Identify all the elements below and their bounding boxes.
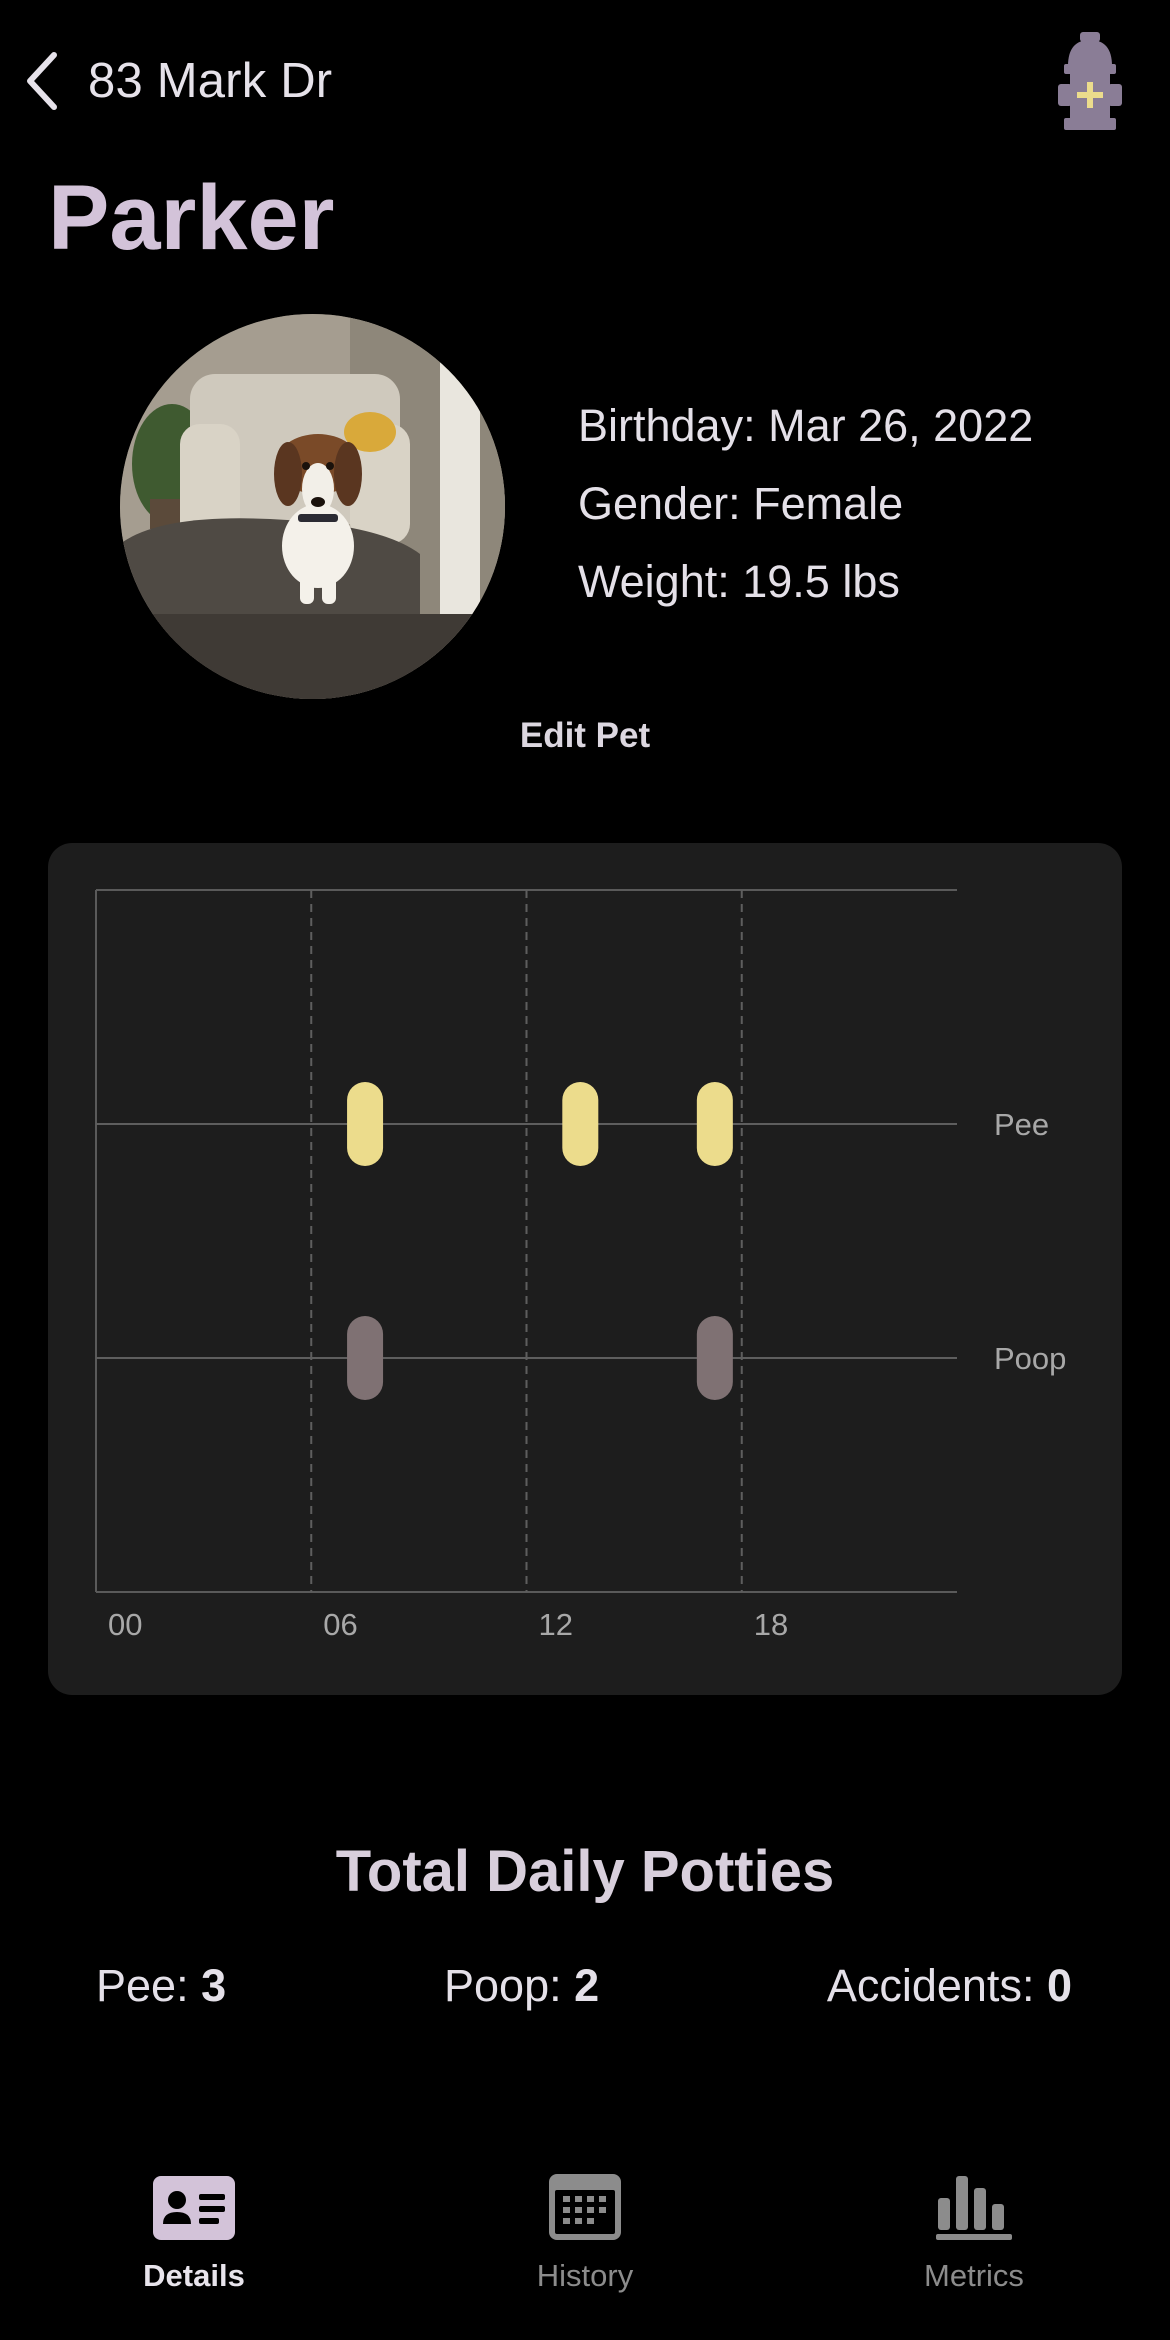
pet-name: Parker <box>48 167 335 269</box>
poop-count-value: 2 <box>574 1960 600 2011</box>
accidents-count-label: Accidents: <box>826 1960 1035 2011</box>
chart-x-tick-label: 18 <box>754 1607 788 1642</box>
back-button[interactable]: 83 Mark Dr <box>22 48 332 114</box>
accidents-count-value: 0 <box>1046 1960 1072 2011</box>
tab-metrics-label: Metrics <box>924 2258 1024 2293</box>
pet-photo <box>120 314 505 699</box>
poop-count: Poop: 2 <box>444 1960 599 2012</box>
id-card-icon <box>153 2176 235 2240</box>
tab-metrics[interactable]: Metrics <box>844 2150 1104 2294</box>
pee-count: Pee: 3 <box>96 1960 226 2012</box>
chart-point-poop <box>347 1316 384 1400</box>
chart-point-pee <box>562 1082 599 1166</box>
edit-pet-button[interactable]: Edit Pet <box>519 716 651 755</box>
back-label: 83 Mark Dr <box>88 54 333 108</box>
chart-category-label: Poop <box>994 1341 1066 1376</box>
pet-weight: Weight: 19.5 lbs <box>578 556 900 607</box>
chart-x-tick-label: 06 <box>323 1607 357 1642</box>
potty-timeline-chart: 00 06 12 18 Pee Poop <box>95 889 1066 1642</box>
bar-chart-icon <box>936 2176 1012 2240</box>
chart-x-tick-label: 12 <box>539 1607 573 1642</box>
chart-point-poop <box>696 1316 733 1400</box>
potty-chart-card: 00 06 12 18 Pee Poop <box>48 843 1122 1695</box>
chart-point-pee <box>347 1082 384 1166</box>
tab-details[interactable]: Details <box>64 2150 324 2294</box>
pee-count-value: 3 <box>201 1960 227 2011</box>
chart-category-label: Pee <box>994 1107 1049 1142</box>
tab-history-label: History <box>536 2258 634 2293</box>
hydrant-add-icon[interactable] <box>1058 32 1122 132</box>
tab-bar: Details History <box>0 2150 1170 2340</box>
tab-history[interactable]: History <box>455 2150 715 2294</box>
totals-title: Total Daily Potties <box>335 1839 835 1904</box>
chart-point-pee <box>696 1082 733 1166</box>
tab-details-label: Details <box>143 2258 245 2293</box>
pet-gender: Gender: Female <box>578 478 904 529</box>
pee-count-label: Pee: <box>96 1960 189 2011</box>
chart-x-tick-label: 00 <box>108 1607 142 1642</box>
chevron-left-icon <box>27 52 57 110</box>
calendar-icon <box>549 2174 621 2240</box>
accidents-count: Accidents: 0 <box>827 1960 1072 2012</box>
pet-birthday: Birthday: Mar 26, 2022 <box>578 400 1034 451</box>
poop-count-label: Poop: <box>444 1960 562 2011</box>
